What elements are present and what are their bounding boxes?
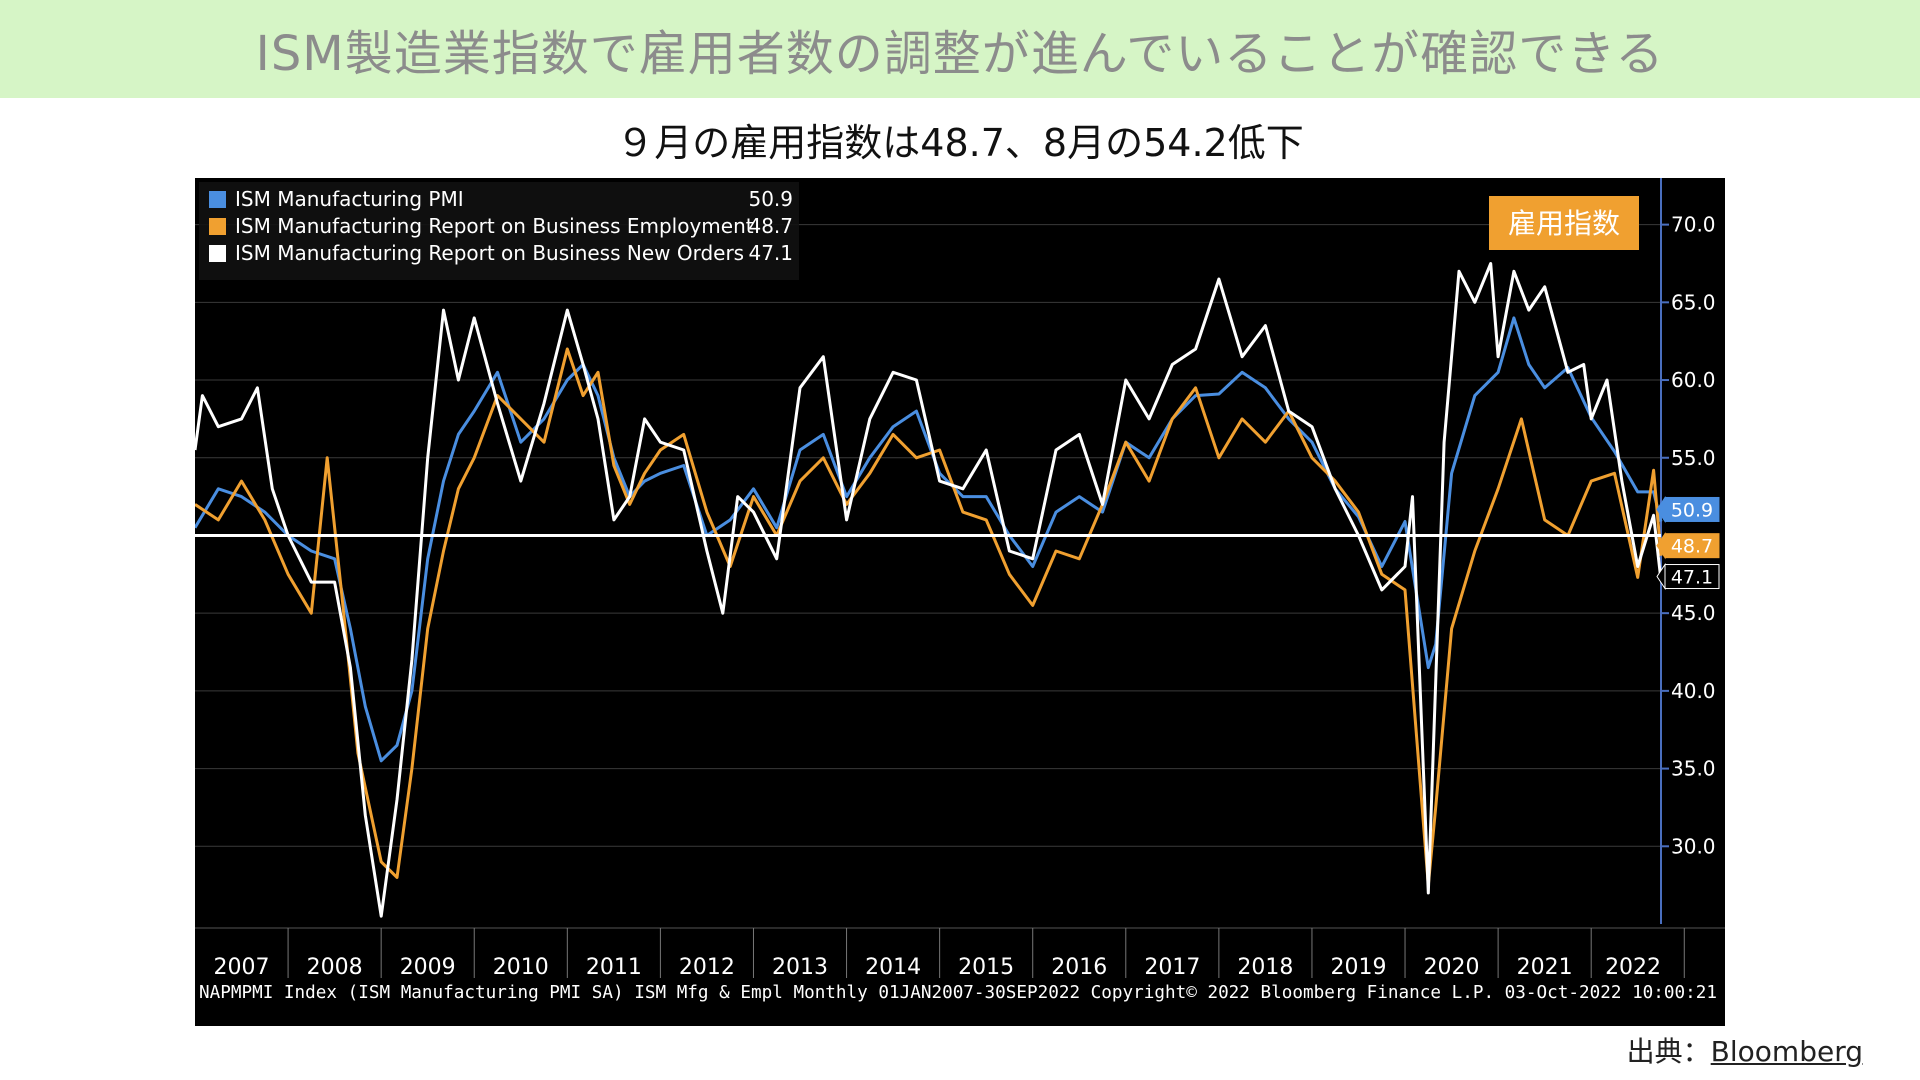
x-tick-label: 2007 — [214, 955, 270, 980]
y-tick-label: 65.0 — [1671, 290, 1716, 314]
y-tick-label: 35.0 — [1671, 757, 1716, 781]
legend-label: ISM Manufacturing Report on Business Emp… — [235, 214, 754, 238]
banner-title: ISM製造業指数で雇用者数の調整が進んでいることが確認できる — [255, 26, 1665, 82]
chart-subtitle: ９月の雇用指数は48.7、8月の54.2低下 — [616, 121, 1304, 165]
x-tick-label: 2015 — [958, 955, 1014, 980]
source-credit: 出典：Bloomberg — [1627, 1030, 1863, 1070]
x-tick-label: 2012 — [679, 955, 735, 980]
x-tick-label: 2013 — [772, 955, 828, 980]
title-banner: ISM製造業指数で雇用者数の調整が進んでいることが確認できる — [0, 0, 1920, 98]
source-label: 出典： — [1626, 1035, 1711, 1068]
y-tick-label: 60.0 — [1671, 368, 1716, 392]
new-orders-line — [195, 262, 1663, 918]
legend-label: ISM Manufacturing Report on Business New… — [235, 241, 744, 265]
x-tick-label: 2020 — [1424, 955, 1480, 980]
x-tick-label: 2018 — [1237, 955, 1293, 980]
y-tick-label: 55.0 — [1671, 446, 1716, 470]
x-tick-label: 2019 — [1330, 955, 1386, 980]
line-chart: 30.0 35.0 40.0 45.0 55.0 60.0 65.0 70.0 2007 2008… — [195, 178, 1725, 1003]
legend-value: 48.7 — [748, 214, 793, 238]
source-link[interactable]: Bloomberg — [1710, 1035, 1863, 1068]
x-tick-label: 2016 — [1051, 955, 1107, 980]
last-value-tag-pointer — [1656, 532, 1666, 560]
y-tick-label: 40.0 — [1671, 679, 1716, 703]
last-value-tag-pointer — [1656, 562, 1666, 591]
chart-panel: 30.0 35.0 40.0 45.0 55.0 60.0 65.0 70.0 2007 2008… — [195, 178, 1725, 1026]
legend-swatch — [209, 218, 226, 235]
x-tick-label: 2022 — [1605, 955, 1661, 980]
last-value-tag-label: 48.7 — [1671, 536, 1713, 558]
last-value-tag — [1664, 564, 1720, 590]
legend-value: 50.9 — [748, 187, 793, 211]
legend-swatch — [209, 245, 226, 262]
y-tick-label: 45.0 — [1671, 601, 1716, 625]
legend-label: ISM Manufacturing PMI — [235, 187, 464, 211]
chart-footer: NAPMPMI Index (ISM Manufacturing PMI SA)… — [199, 982, 1717, 1003]
x-tick-label: 2021 — [1517, 955, 1573, 980]
legend-swatch — [209, 191, 226, 208]
x-tick-label: 2017 — [1144, 955, 1200, 980]
y-tick-label: 70.0 — [1671, 213, 1716, 237]
x-tick-label: 2011 — [586, 955, 642, 980]
x-tick-label: 2010 — [493, 955, 549, 980]
last-value-tag — [1664, 533, 1720, 559]
legend-value: 47.1 — [748, 241, 793, 265]
y-tick-label: 30.0 — [1671, 834, 1716, 858]
x-tick-label: 2008 — [307, 955, 363, 980]
employment-badge — [1489, 196, 1639, 250]
employment-badge-label: 雇用指数 — [1508, 207, 1620, 240]
last-value-tag-pointer — [1656, 495, 1666, 524]
x-tick-label: 2014 — [865, 955, 921, 980]
last-value-tag-label: 47.1 — [1671, 567, 1713, 589]
last-value-tag-label: 50.9 — [1671, 499, 1713, 521]
x-tick-label: 2009 — [400, 955, 456, 980]
legend-box — [199, 182, 799, 280]
